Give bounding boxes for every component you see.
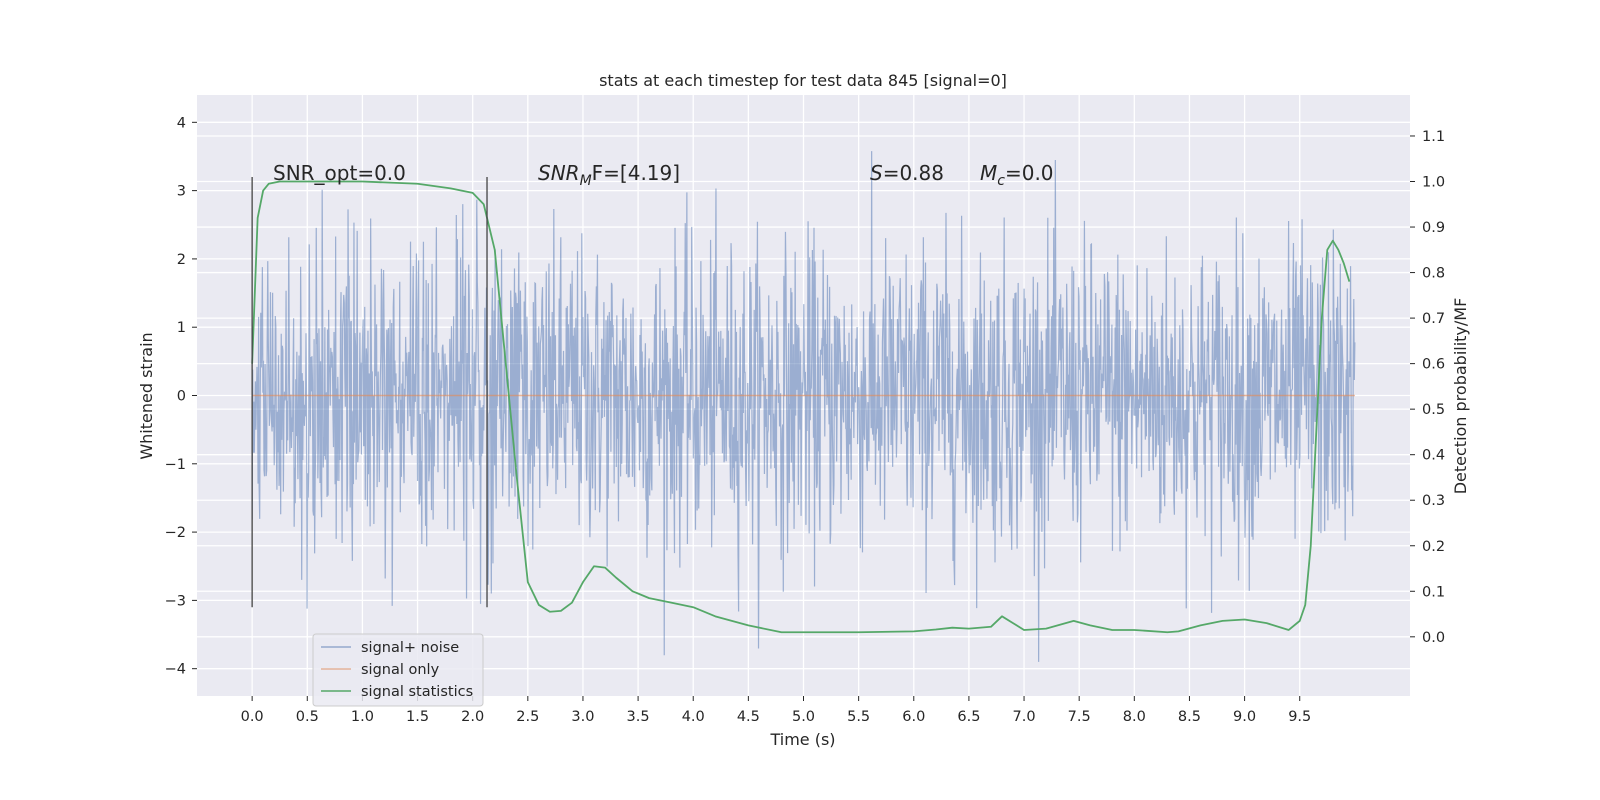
vertical-markers xyxy=(251,176,488,608)
y-tick-label: −2 xyxy=(165,525,186,541)
series-signal-noise xyxy=(251,151,1356,662)
x-tick-label: 9.5 xyxy=(1288,709,1311,725)
x-tick-label: 8.5 xyxy=(1178,709,1201,725)
y2-tick-label: 0.0 xyxy=(1422,630,1445,646)
x-tick-label: 0.0 xyxy=(241,709,264,725)
y2-tick-label: 0.3 xyxy=(1422,493,1445,509)
x-axis-label: Time (s) xyxy=(769,730,835,749)
x-tick-label: 4.5 xyxy=(737,709,760,725)
y2-tick-label: 0.1 xyxy=(1422,584,1445,600)
x-tick-label: 7.0 xyxy=(1013,709,1036,725)
x-tick-label: 1.0 xyxy=(351,709,374,725)
annotation-snr-mf: SNRMF=[4.19] xyxy=(538,161,680,189)
y2-tick-label: 0.6 xyxy=(1422,357,1445,373)
x-tick-label: 6.5 xyxy=(957,709,980,725)
snr-mf-tail: F=[4.19] xyxy=(592,161,680,185)
x-tick-label: 4.0 xyxy=(682,709,705,725)
y2-tick-label: 0.5 xyxy=(1422,402,1445,418)
legend-label-signal-noise: signal+ noise xyxy=(361,640,459,656)
x-tick-label: 2.5 xyxy=(516,709,539,725)
y2-tick-label: 0.2 xyxy=(1422,539,1445,555)
x-tick-label: 3.5 xyxy=(627,709,650,725)
y-ticks-right: 1.1 1.0 0.9 0.8 0.7 0.6 0.5 0.4 0.3 0.2 0.1 0.0 xyxy=(1410,129,1445,646)
y2-tick-label: 0.4 xyxy=(1422,448,1445,464)
x-ticks: 0.0 0.5 1.0 1.5 2.0 2.5 3.0 3.5 4.0 4.5 5.0 5.5 6.0 6… xyxy=(241,696,1311,725)
y2-tick-label: 1.1 xyxy=(1422,129,1445,145)
mc-var: M xyxy=(980,161,997,185)
mc-val: =0.0 xyxy=(1005,161,1054,185)
legend-label-signal-statistics: signal statistics xyxy=(361,684,473,700)
y-tick-label: 4 xyxy=(177,115,186,131)
s-val: =0.88 xyxy=(883,161,944,185)
x-tick-label: 5.0 xyxy=(792,709,815,725)
y2-tick-label: 1.0 xyxy=(1422,175,1445,191)
y-tick-label: 0 xyxy=(177,389,186,405)
legend: signal+ noise signal only signal statist… xyxy=(312,633,484,707)
x-tick-label: 3.0 xyxy=(571,709,594,725)
signal-noise-line xyxy=(251,151,1356,662)
s-var: S xyxy=(870,161,883,185)
mc-sub: c xyxy=(997,173,1005,189)
x-tick-label: 1.5 xyxy=(406,709,429,725)
x-tick-label: 5.5 xyxy=(847,709,870,725)
y-tick-label: −1 xyxy=(165,457,186,473)
y2-tick-label: 0.8 xyxy=(1422,266,1445,282)
x-tick-label: 6.0 xyxy=(902,709,925,725)
y-axis-label: Whitened strain xyxy=(137,332,156,459)
y-ticks-left: 4 3 2 1 0 −1 −2 −3 −4 xyxy=(165,115,197,678)
y2-tick-label: 0.7 xyxy=(1422,311,1445,327)
annotation-s: S=0.88 xyxy=(870,161,944,185)
y-tick-label: 3 xyxy=(177,184,186,200)
y-tick-label: −4 xyxy=(165,662,186,678)
x-tick-label: 8.0 xyxy=(1123,709,1146,725)
x-tick-label: 0.5 xyxy=(296,709,319,725)
annotation-snr-opt: SNR_opt=0.0 xyxy=(273,161,406,185)
x-tick-label: 2.0 xyxy=(461,709,484,725)
y2-tick-label: 0.9 xyxy=(1422,220,1445,236)
chart-title: stats at each timestep for test data 845… xyxy=(599,71,1007,90)
signal-statistics-line xyxy=(251,180,1351,634)
y2-axis-label: Detection probability/MF xyxy=(1451,298,1470,495)
y-tick-label: 2 xyxy=(177,252,186,268)
annotation-mc: Mc=0.0 xyxy=(980,161,1054,189)
legend-box xyxy=(312,633,484,707)
series-signal-statistics xyxy=(251,180,1351,634)
legend-label-signal-only: signal only xyxy=(361,662,440,678)
snr-mf-sub: M xyxy=(580,173,592,189)
y-tick-label: 1 xyxy=(177,320,186,336)
x-tick-label: 7.5 xyxy=(1068,709,1091,725)
snr-mf-var: SNR xyxy=(538,161,580,185)
y-tick-label: −3 xyxy=(165,593,186,609)
x-tick-label: 9.0 xyxy=(1233,709,1256,725)
